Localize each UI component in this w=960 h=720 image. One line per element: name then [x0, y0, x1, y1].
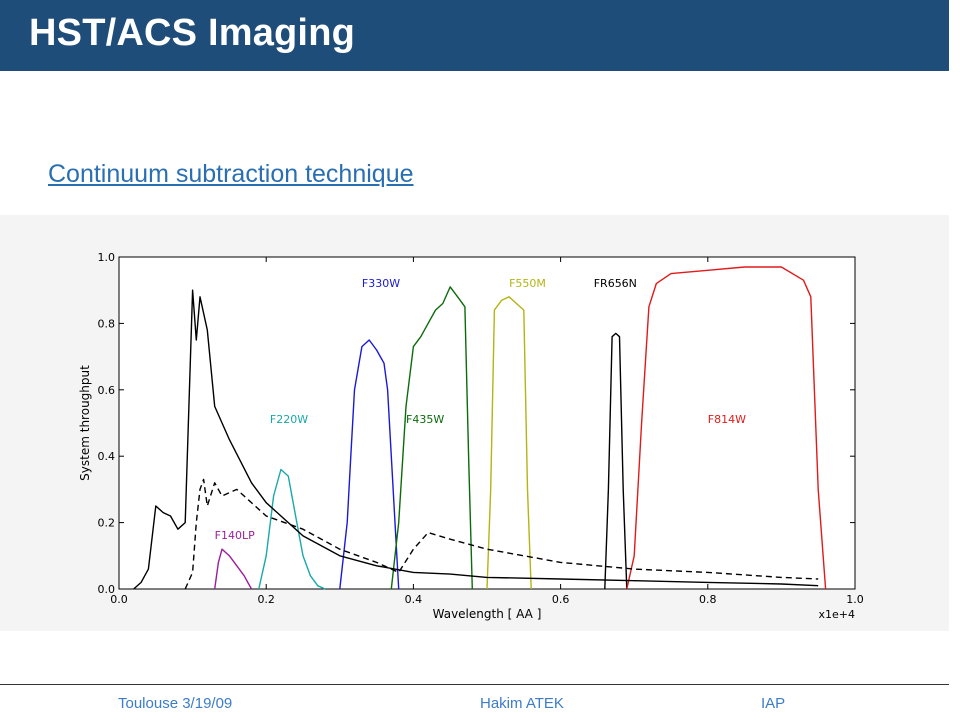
series-line-f220w — [258, 468, 326, 590]
throughput-chart: 0.0 0.2 0.4 0.6 0.8 1.0 0.0 0.2 0.4 0.6 0.8 1.0 Wave… — [78, 251, 864, 621]
series-line-fr656n — [604, 332, 628, 590]
band-label-f435w: F435W — [406, 413, 444, 426]
band-label-f550m: F550M — [509, 277, 546, 290]
footer-location-date: Toulouse 3/19/09 — [118, 695, 233, 712]
footer-divider — [0, 684, 949, 685]
x-tick-label: 1.0 — [846, 593, 864, 606]
plot-area — [118, 256, 856, 590]
series-line-f814w — [626, 266, 827, 590]
band-label-f220w: F220W — [270, 413, 308, 426]
series-line-f435w — [390, 286, 473, 590]
series-line-f140lp — [214, 548, 253, 590]
series-line-solid-spectrum — [133, 289, 819, 590]
y-tick-label: 0.4 — [98, 450, 116, 463]
footer-institute: IAP — [761, 695, 786, 712]
band-label-f140lp: F140LP — [215, 529, 255, 542]
x-axis-label: Wavelength [ AA ] — [433, 607, 542, 621]
band-label-f814w: F814W — [708, 413, 746, 426]
x-tick-label: 0.6 — [552, 593, 570, 606]
x-tick-label: 0.0 — [110, 593, 128, 606]
footer-author: Hakim ATEK — [480, 695, 564, 712]
title-bar: HST/ACS Imaging — [0, 0, 949, 71]
series-line-f330w — [339, 339, 400, 590]
slide-title: HST/ACS Imaging — [29, 12, 356, 54]
x-offset-label: x1e+4 — [819, 608, 856, 621]
band-label-f330w: F330W — [362, 277, 400, 290]
series-line-f550m — [486, 296, 532, 590]
y-tick-label: 0.6 — [98, 384, 116, 397]
x-tick-label: 0.8 — [699, 593, 717, 606]
x-tick-label: 0.4 — [405, 593, 423, 606]
band-label-fr656n: FR656N — [594, 277, 637, 290]
y-axis-label: System throughput — [78, 365, 92, 481]
y-tick-label: 0.0 — [98, 583, 116, 596]
series-line-dashed-spectrum — [184, 478, 819, 590]
subtitle-link[interactable]: Continuum subtraction technique — [48, 160, 414, 188]
x-tick-label: 0.2 — [257, 593, 275, 606]
y-tick-label: 0.8 — [98, 317, 116, 330]
y-tick-label: 0.2 — [98, 517, 116, 530]
y-tick-label: 1.0 — [98, 251, 116, 264]
throughput-chart-panel: 0.0 0.2 0.4 0.6 0.8 1.0 0.0 0.2 0.4 0.6 0.8 1.0 Wave… — [0, 215, 949, 631]
